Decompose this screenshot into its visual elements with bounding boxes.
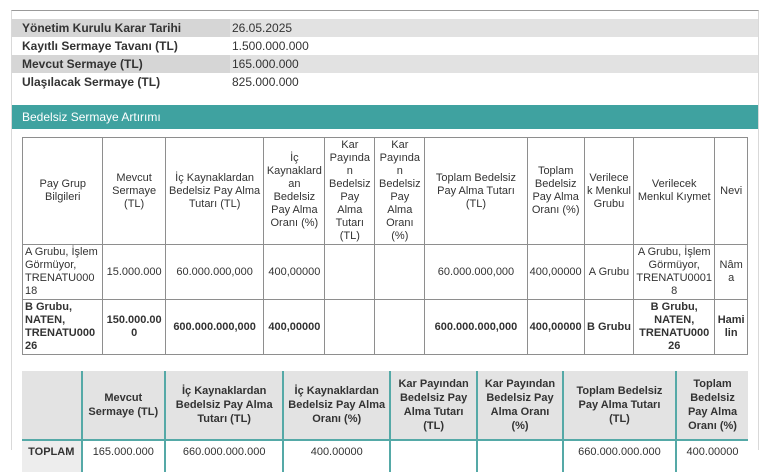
cell-ic-kaynak-oran: 400,00000 [263, 244, 326, 300]
totals-col-header-empty [22, 371, 82, 440]
table-row-b-grubu: B Grubu, NATEN, TRENATU00026 150.000.000… [21, 299, 748, 355]
summary-row-target-capital: Ulaşılacak Sermaye (TL) 825.000.000 [12, 73, 758, 91]
totals-cell-ic-kaynak-tutar: 660.000.000.000 [164, 439, 284, 472]
totals-col-header-toplam-oran: Toplam Bedelsiz Pay Alma Oranı (%) [675, 371, 748, 440]
summary-row-board-decision-date: Yönetim Kurulu Karar Tarihi 26.05.2025 [12, 19, 758, 37]
col-header-toplam-oran: Toplam Bedelsiz Pay Alma Oranı (%) [526, 137, 585, 245]
col-header-kar-payi-tutar: Kar Payından Bedelsiz Pay Alma Tutarı (T… [324, 137, 376, 245]
totals-table: Mevcut Sermaye (TL) İç Kaynaklardan Bede… [22, 371, 748, 472]
summary-value: 1.500.000.000 [232, 39, 309, 53]
cell-mevcut-sermaye: 150.000.000 [102, 299, 166, 355]
share-group-header-row: Pay Grup Bilgileri Mevcut Sermaye (TL) İ… [21, 137, 748, 245]
cell-pay-grup: A Grubu, İşlem Görmüyor, TRENATU00018 [21, 244, 104, 300]
capital-summary: Yönetim Kurulu Karar Tarihi 26.05.2025 K… [12, 19, 758, 91]
summary-label: Ulaşılacak Sermaye (TL) [22, 75, 161, 89]
totals-row-label: TOPLAM [22, 439, 82, 472]
cell-pay-grup: B Grubu, NATEN, TRENATU00026 [21, 299, 104, 355]
cell-toplam-oran: 400,00000 [526, 244, 585, 300]
summary-row-registered-capital-ceiling: Kayıtlı Sermaye Tavanı (TL) 1.500.000.00… [12, 37, 758, 55]
cell-menkul-grubu: A Grubu [583, 244, 635, 300]
totals-cell-kar-payi-oran [476, 439, 563, 472]
disclosure-content: Yönetim Kurulu Karar Tarihi 26.05.2025 K… [11, 10, 759, 472]
totals-header-row: Mevcut Sermaye (TL) İç Kaynaklardan Bede… [22, 371, 748, 440]
summary-row-current-capital: Mevcut Sermaye (TL) 165.000.000 [12, 55, 758, 73]
cell-ic-kaynak-tutar: 600.000.000,000 [164, 299, 265, 355]
cell-nevi: Nâma [714, 244, 748, 300]
totals-row: TOPLAM 165.000.000 660.000.000.000 400.0… [22, 439, 748, 472]
col-header-pay-grup-bilgileri: Pay Grup Bilgileri [21, 137, 104, 245]
summary-value: 165.000.000 [230, 55, 758, 73]
summary-label: Yönetim Kurulu Karar Tarihi [12, 19, 230, 37]
totals-col-header-ic-kaynak-tutar: İç Kaynaklardan Bedelsiz Pay Alma Tutarı… [164, 371, 284, 440]
cell-menkul-kiymet: B Grubu, NATEN, TRENATU00026 [633, 299, 716, 355]
cell-nevi: Hamilin [714, 299, 748, 355]
section-header-bonus-capital-increase: Bedelsiz Sermaye Artırımı [12, 105, 758, 129]
totals-cell-toplam-tutar: 660.000.000.000 [561, 439, 677, 472]
col-header-ic-kaynak-oran: İç Kaynaklardan Bedelsiz Pay Alma Oranı … [263, 137, 326, 245]
col-header-ic-kaynak-tutar: İç Kaynaklardan Bedelsiz Pay Alma Tutarı… [164, 137, 265, 245]
cell-menkul-grubu: B Grubu [583, 299, 635, 355]
totals-col-header-kar-payi-oran: Kar Payından Bedelsiz Pay Alma Oranı (%) [476, 371, 563, 440]
cell-toplam-tutar: 600.000.000,000 [424, 299, 528, 355]
cell-toplam-tutar: 60.000.000,000 [424, 244, 528, 300]
cell-mevcut-sermaye: 15.000.000 [102, 244, 166, 300]
cell-ic-kaynak-oran: 400,00000 [263, 299, 326, 355]
totals-col-header-toplam-tutar: Toplam Bedelsiz Pay Alma Tutarı (TL) [561, 371, 677, 440]
table-row-a-grubu: A Grubu, İşlem Görmüyor, TRENATU00018 15… [21, 244, 748, 300]
summary-value: 825.000.000 [232, 75, 299, 89]
summary-label: Kayıtlı Sermaye Tavanı (TL) [22, 39, 178, 53]
cell-kar-payi-oran [374, 299, 426, 355]
totals-col-header-ic-kaynak-oran: İç Kaynaklardan Bedelsiz Pay Alma Oranı … [282, 371, 391, 440]
share-group-table: Pay Grup Bilgileri Mevcut Sermaye (TL) İ… [21, 137, 748, 355]
totals-col-header-mevcut-sermaye: Mevcut Sermaye (TL) [80, 371, 166, 440]
summary-label: Mevcut Sermaye (TL) [12, 55, 230, 73]
totals-cell-toplam-oran: 400.00000 [675, 439, 748, 472]
cell-ic-kaynak-tutar: 60.000.000,000 [164, 244, 265, 300]
totals-cell-ic-kaynak-oran: 400.00000 [282, 439, 391, 472]
cell-kar-payi-tutar [324, 244, 376, 300]
col-header-verilecek-menkul-grubu: Verilecek Menkul Grubu [583, 137, 635, 245]
col-header-nevi: Nevi [714, 137, 748, 245]
col-header-kar-payi-oran: Kar Payından Bedelsiz Pay Alma Oranı (%) [374, 137, 426, 245]
col-header-toplam-tutar: Toplam Bedelsiz Pay Alma Tutarı (TL) [424, 137, 528, 245]
cell-kar-payi-tutar [324, 299, 376, 355]
cell-toplam-oran: 400,00000 [526, 299, 585, 355]
cell-kar-payi-oran [374, 244, 426, 300]
col-header-mevcut-sermaye: Mevcut Sermaye (TL) [102, 137, 166, 245]
cell-menkul-kiymet: A Grubu, İşlem Görmüyor, TRENATU00018 [633, 244, 716, 300]
summary-value: 26.05.2025 [230, 19, 758, 37]
col-header-verilecek-menkul-kiymet: Verilecek Menkul Kıymet [633, 137, 716, 245]
totals-cell-kar-payi-tutar [389, 439, 478, 472]
totals-col-header-kar-payi-tutar: Kar Payından Bedelsiz Pay Alma Tutarı (T… [389, 371, 478, 440]
totals-cell-mevcut-sermaye: 165.000.000 [80, 439, 166, 472]
